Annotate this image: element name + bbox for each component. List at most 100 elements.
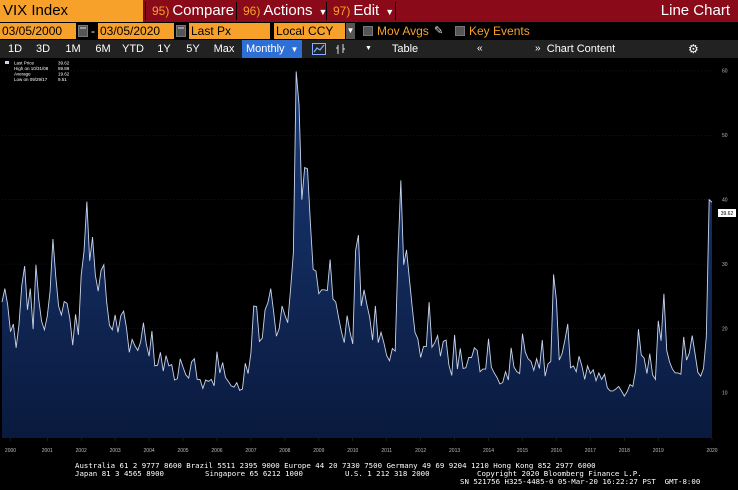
- y-tick-label: 20: [722, 326, 728, 332]
- x-tick-label: 2000: [5, 448, 16, 454]
- x-tick-label: 2019: [653, 448, 664, 454]
- end-date-field[interactable]: 03/05/2020: [98, 23, 174, 39]
- period-max[interactable]: Max: [213, 43, 235, 55]
- edit-menu[interactable]: 97) Edit ▼: [333, 0, 394, 22]
- separator: [145, 2, 146, 20]
- compare-num: 95): [152, 4, 170, 18]
- x-tick-label: 2007: [245, 448, 256, 454]
- y-tick-label: 10: [722, 391, 728, 397]
- bar-chart-icon[interactable]: [335, 40, 347, 58]
- legend-last-price-value: 39.62: [58, 61, 70, 66]
- date-separator: -: [91, 24, 95, 38]
- x-tick-label: 2009: [313, 448, 324, 454]
- y-tick-label: 60: [722, 69, 728, 75]
- legend-high-value: 59.89: [58, 66, 70, 71]
- start-date-field[interactable]: 03/05/2000: [0, 23, 76, 39]
- legend-swatch: [5, 61, 9, 64]
- collapse-left-icon[interactable]: «: [477, 43, 483, 54]
- x-tick-label: 2017: [585, 448, 596, 454]
- legend-average-label: Average: [14, 72, 31, 77]
- x-tick-label: 2015: [517, 448, 528, 454]
- footer-session: SN 521756 H325-4485-0 05-Mar-20 16:22:27…: [460, 477, 701, 486]
- footer-japan: Japan 81 3 4565 8900: [75, 469, 164, 478]
- chevron-down-icon[interactable]: ▼: [365, 45, 372, 52]
- period-1d[interactable]: 1D: [7, 43, 23, 55]
- date-range-bar: 03/05/2000 - 03/05/2020 Last Px Local CC…: [0, 23, 738, 40]
- expand-right-icon[interactable]: »: [535, 43, 541, 54]
- price-field[interactable]: Last Px: [189, 23, 270, 39]
- last-value-tag: 39.62: [718, 209, 736, 217]
- calendar-icon[interactable]: [176, 25, 186, 37]
- period-1m[interactable]: 1M: [65, 43, 81, 55]
- x-tick-label: 2005: [177, 448, 188, 454]
- footer-copyright: Copyright 2020 Bloomberg Finance L.P.: [477, 469, 642, 478]
- currency-field[interactable]: Local CCY: [274, 23, 345, 39]
- x-tick-label: 2018: [619, 448, 630, 454]
- pencil-icon[interactable]: ✎: [434, 25, 444, 37]
- period-3d[interactable]: 3D: [35, 43, 51, 55]
- chevron-down-icon: ▼: [385, 7, 395, 17]
- ticker-field[interactable]: VIX Index: [0, 0, 143, 22]
- legend-low-label: Low on 09/29/17: [14, 77, 48, 82]
- y-tick-label: 40: [722, 197, 728, 203]
- actions-num: 96): [243, 4, 261, 18]
- chart-content-button[interactable]: Chart Content: [546, 43, 616, 55]
- compare-label: Compare: [172, 2, 235, 19]
- y-tick-label: 30: [722, 262, 728, 268]
- legend: Last Price 39.62 High on 10/31/08 59.89 …: [5, 61, 70, 82]
- y-axis: 10 20 30 40 50 60: [722, 69, 728, 397]
- area-fill: [2, 71, 712, 438]
- period-ytd[interactable]: YTD: [122, 43, 144, 55]
- x-tick-label: 2010: [347, 448, 358, 454]
- separator: [236, 2, 237, 20]
- footer-singapore: Singapore 65 6212 1000: [205, 469, 303, 478]
- x-tick-label: 2011: [381, 448, 392, 454]
- x-tick-label: 2001: [42, 448, 53, 454]
- legend-average-value: 19.62: [58, 72, 70, 77]
- legend-low-value: 9.51: [58, 77, 67, 82]
- chevron-down-icon: ▼: [290, 45, 299, 54]
- x-axis: 2000 2001 2002 2003 2004 2005 2006 2007 2008 2009…: [5, 438, 718, 454]
- x-tick-label: 2008: [279, 448, 290, 454]
- period-5y[interactable]: 5Y: [186, 43, 200, 55]
- last-value-label: 39.62: [721, 211, 734, 217]
- series-line: [1, 71, 713, 398]
- edit-num: 97): [333, 4, 351, 18]
- title-bar: VIX Index 95) Compare 96) Actions ▼ 97) Edit…: [0, 0, 738, 22]
- x-tick-label: 2003: [110, 448, 121, 454]
- separator: [326, 2, 327, 20]
- chevron-down-icon[interactable]: ▼: [346, 23, 355, 39]
- mov-avgs-checkbox[interactable]: [363, 26, 373, 36]
- x-tick-label: 2002: [76, 448, 87, 454]
- legend-last-price-label: Last Price: [14, 61, 35, 66]
- x-tick-label: 2004: [144, 448, 155, 454]
- footer-line-1: Australia 61 2 9777 8600 Brazil 5511 239…: [75, 461, 596, 470]
- last-value-box: [718, 209, 736, 217]
- actions-label: Actions: [263, 2, 313, 19]
- x-tick-label: 2006: [211, 448, 222, 454]
- footer-us: U.S. 1 212 318 2000: [345, 469, 430, 478]
- compare-menu[interactable]: 95) Compare: [152, 0, 234, 22]
- period-1y[interactable]: 1Y: [157, 43, 171, 55]
- gear-icon[interactable]: ⚙: [688, 42, 699, 56]
- key-events-checkbox[interactable]: [455, 26, 465, 36]
- x-tick-label: 2013: [449, 448, 460, 454]
- mov-avgs-label[interactable]: Mov Avgs: [377, 24, 429, 38]
- actions-menu[interactable]: 96) Actions ▼: [243, 0, 327, 22]
- chart-type-label: Line Chart: [660, 2, 730, 19]
- frequency-label: Monthly: [246, 43, 285, 55]
- toolbar: 1D 3D 1M 6M YTD 1Y 5Y Max Monthly ▼ ▼ Tab…: [0, 40, 738, 58]
- x-tick-label: 2014: [483, 448, 494, 454]
- key-events-label[interactable]: Key Events: [469, 24, 530, 38]
- x-tick-label: 2016: [551, 448, 562, 454]
- line-chart-icon[interactable]: [312, 40, 326, 58]
- calendar-icon[interactable]: [78, 25, 88, 37]
- period-6m[interactable]: 6M: [95, 43, 111, 55]
- x-tick-label: 2020: [706, 448, 717, 454]
- frequency-dropdown[interactable]: Monthly ▼: [242, 40, 303, 58]
- legend-high-label: High on 10/31/08: [14, 66, 49, 71]
- table-button[interactable]: Table: [391, 43, 419, 55]
- y-tick-label: 50: [722, 133, 728, 139]
- edit-label: Edit: [353, 2, 380, 19]
